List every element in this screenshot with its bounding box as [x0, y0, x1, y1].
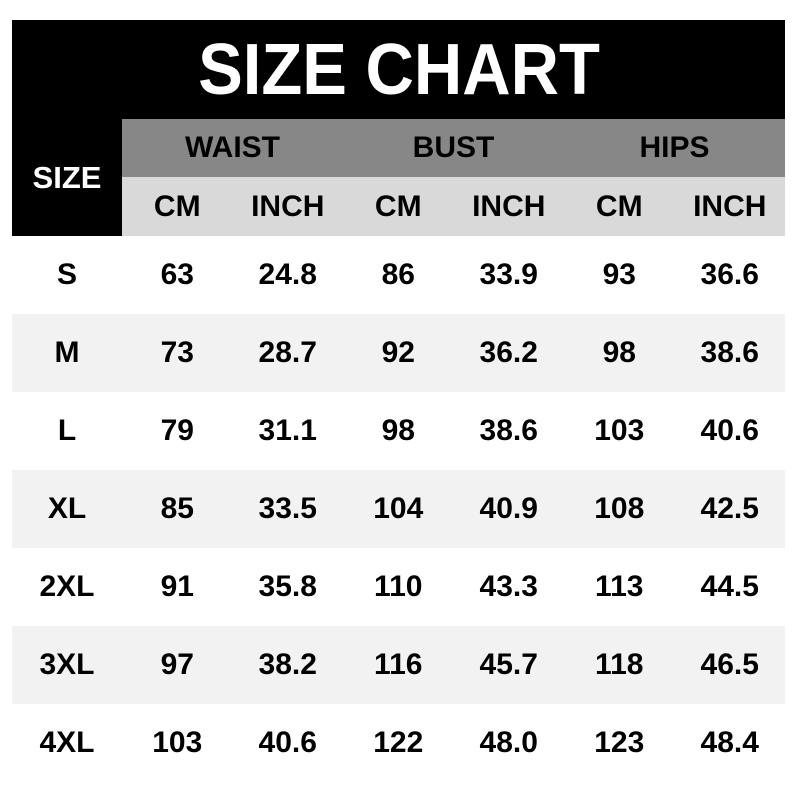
unit-header-hips-cm: CM	[595, 189, 643, 223]
unit-header-bust-cm: CM	[374, 189, 422, 223]
table-cell: 93	[602, 258, 636, 291]
table-cell: 118	[595, 648, 644, 681]
table-cell: 31.1	[258, 414, 317, 447]
table-cell: 24.8	[258, 258, 317, 291]
table-cell: 42.5	[700, 492, 759, 525]
unit-header-waist-inch: INCH	[251, 189, 325, 223]
table-cell: 40.9	[479, 492, 538, 525]
table-cell: 40.6	[258, 726, 317, 759]
table-cell: 104	[373, 492, 424, 525]
table-cell: 36.2	[479, 336, 538, 369]
table-cell: 113	[595, 570, 644, 603]
table-cell: 98	[602, 336, 636, 369]
table-cell: 40.6	[700, 414, 759, 447]
column-group-row: WAIST BUST HIPS	[122, 119, 785, 177]
table-cell: 48.4	[700, 726, 759, 759]
table-cell: 28.7	[258, 336, 317, 369]
column-group-waist: WAIST	[185, 131, 280, 164]
table-cell: 86	[381, 258, 415, 291]
size-label: S	[56, 258, 77, 291]
page-title: SIZE CHART	[197, 29, 600, 110]
table-row: XL 85 33.5 104 40.9 108 42.5	[12, 470, 785, 548]
table-cell: 33.5	[258, 492, 317, 525]
table-cell: 33.9	[479, 258, 538, 291]
table-header: SIZE WAIST BUST HIPS CM INCH CM INCH CM …	[12, 119, 785, 236]
table-cell: 97	[160, 648, 194, 681]
table-cell: 45.7	[479, 648, 538, 681]
size-label: 4XL	[39, 726, 95, 759]
table-cell: 43.3	[479, 570, 538, 603]
table-row: 3XL 97 38.2 116 45.7 118 46.5	[12, 626, 785, 704]
table-cell: 108	[594, 492, 645, 525]
unit-header-bust-inch: INCH	[472, 189, 546, 223]
measurement-headers: WAIST BUST HIPS CM INCH CM INCH CM INCH	[122, 119, 785, 236]
size-label: M	[54, 336, 80, 369]
size-column-header: SIZE	[12, 119, 122, 236]
table-cell: 92	[381, 336, 415, 369]
chart-title-banner: SIZE CHART	[12, 20, 785, 119]
table-cell: 73	[160, 336, 194, 369]
table-cell: 38.6	[700, 336, 759, 369]
table-cell: 103	[152, 726, 203, 759]
table-row: M 73 28.7 92 36.2 98 38.6	[12, 314, 785, 392]
table-cell: 63	[160, 258, 194, 291]
table-cell: 38.2	[258, 648, 317, 681]
table-cell: 122	[373, 726, 424, 759]
table-row: 2XL 91 35.8 110 43.3 113 44.5	[12, 548, 785, 626]
table-cell: 48.0	[479, 726, 538, 759]
table-cell: 38.6	[479, 414, 538, 447]
size-label: XL	[47, 492, 87, 525]
size-label: 3XL	[39, 648, 95, 681]
table-cell: 35.8	[258, 570, 317, 603]
table-cell: 46.5	[700, 648, 759, 681]
table-cell: 91	[160, 570, 194, 603]
column-group-hips: HIPS	[639, 131, 710, 164]
table-cell: 44.5	[700, 570, 759, 603]
column-group-bust: BUST	[412, 131, 495, 164]
table-cell: 98	[381, 414, 415, 447]
unit-header-waist-cm: CM	[153, 189, 201, 223]
table-cell: 116	[374, 648, 423, 681]
table-cell: 103	[594, 414, 645, 447]
table-row: S 63 24.8 86 33.9 93 36.6	[12, 236, 785, 314]
table-cell: 123	[594, 726, 645, 759]
table-cell: 110	[374, 570, 423, 603]
table-cell: 79	[160, 414, 194, 447]
table-row: 4XL 103 40.6 122 48.0 123 48.4	[12, 704, 785, 782]
table-cell: 85	[160, 492, 194, 525]
table-cell: 36.6	[700, 258, 759, 291]
size-chart: SIZE CHART SIZE WAIST BUST HIPS CM INCH …	[12, 20, 785, 782]
unit-header-hips-inch: INCH	[693, 189, 767, 223]
table-row: L 79 31.1 98 38.6 103 40.6	[12, 392, 785, 470]
size-label: L	[57, 414, 77, 447]
size-label: 2XL	[39, 570, 95, 603]
unit-header-row: CM INCH CM INCH CM INCH	[122, 177, 785, 236]
